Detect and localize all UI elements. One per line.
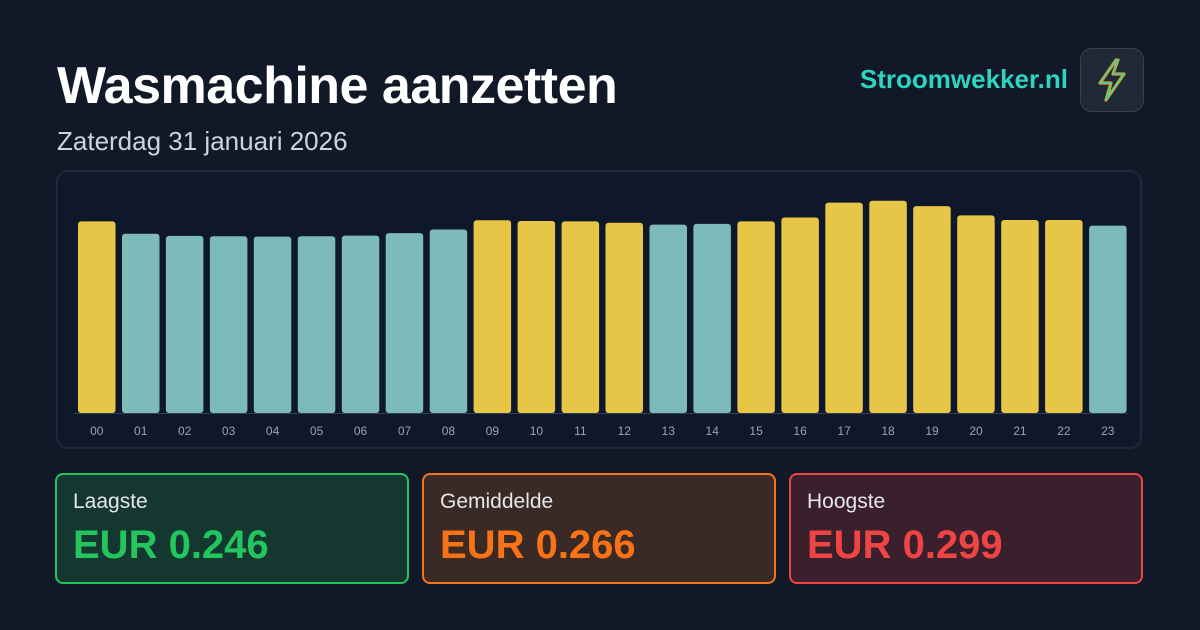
price-bar-12[interactable] [605, 222, 644, 413]
price-bar-03[interactable] [209, 236, 248, 413]
highest-price-card: Hoogste EUR 0.299 [789, 473, 1143, 584]
price-chart: 00 01 02 03 04 05 06 07 08 09 10 11 12 13 14 15 16 17 18 19… [56, 170, 1142, 449]
highest-price-value: EUR 0.299 [807, 523, 1003, 567]
price-bar-01[interactable] [122, 233, 160, 413]
price-bar-02[interactable] [165, 235, 204, 413]
price-bar-23[interactable] [1089, 225, 1127, 413]
price-bar-19[interactable] [913, 206, 951, 413]
hour-label-12: 12 [618, 424, 632, 438]
highest-price-label: Hoogste [807, 490, 886, 513]
page-title: Wasmachine aanzetten [57, 57, 618, 115]
hour-label-05: 05 [310, 424, 324, 438]
hour-label-17: 17 [837, 424, 851, 438]
price-bar-21[interactable] [1001, 220, 1039, 413]
price-bar-14[interactable] [693, 223, 731, 413]
lowest-price-label: Laagste [73, 490, 148, 513]
hour-label-20: 20 [969, 424, 983, 438]
price-bar-08[interactable] [429, 229, 468, 414]
lowest-price-value: EUR 0.246 [73, 523, 269, 567]
lightning-bolt-icon [1098, 58, 1126, 102]
hour-label-16: 16 [793, 424, 807, 438]
hour-label-08: 08 [442, 424, 456, 438]
price-bar-10[interactable] [517, 221, 556, 413]
price-bar-05[interactable] [297, 236, 336, 413]
hour-label-18: 18 [881, 424, 895, 438]
hour-label-00: 00 [90, 424, 104, 438]
hour-label-04: 04 [266, 424, 280, 438]
price-bar-07[interactable] [385, 233, 424, 413]
hour-label-10: 10 [530, 424, 544, 438]
price-bar-13[interactable] [649, 224, 688, 413]
hour-label-14: 14 [706, 424, 720, 438]
price-bar-15[interactable] [737, 221, 775, 413]
price-bar-22[interactable] [1045, 220, 1083, 413]
hour-label-06: 06 [354, 424, 368, 438]
hour-label-07: 07 [398, 424, 412, 438]
price-bar-18[interactable] [869, 200, 907, 413]
hour-label-23: 23 [1101, 424, 1115, 438]
price-bar-chart: 00 01 02 03 04 05 06 07 08 09 10 11 12 13 14 15 16 17 18 19… [74, 200, 1128, 438]
average-price-label: Gemiddelde [440, 490, 554, 513]
price-bar-16[interactable] [781, 217, 819, 414]
price-bar-20[interactable] [957, 215, 995, 413]
price-bar-00[interactable] [78, 221, 116, 413]
average-price-card: Gemiddelde EUR 0.266 [422, 473, 776, 584]
brand-name[interactable]: Stroomwekker.nl [859, 64, 1068, 94]
hour-label-21: 21 [1013, 424, 1027, 438]
hour-label-11: 11 [574, 424, 587, 438]
hour-label-01: 01 [134, 424, 148, 438]
date-subtitle: Zaterdag 31 januari 2026 [57, 126, 348, 156]
average-price-value: EUR 0.266 [440, 523, 636, 567]
brand-logo [1080, 48, 1144, 112]
hour-label-02: 02 [178, 424, 192, 438]
hour-label-15: 15 [749, 424, 763, 438]
price-bar-09[interactable] [473, 220, 512, 413]
price-bar-04[interactable] [253, 236, 292, 413]
hour-label-22: 22 [1057, 424, 1071, 438]
hour-label-13: 13 [662, 424, 676, 438]
price-bar-06[interactable] [341, 235, 380, 413]
price-bar-17[interactable] [825, 202, 863, 413]
lowest-price-card: Laagste EUR 0.246 [55, 473, 409, 584]
hour-label-03: 03 [222, 424, 236, 438]
price-bar-11[interactable] [561, 221, 600, 413]
hour-label-09: 09 [486, 424, 500, 438]
hour-label-19: 19 [925, 424, 939, 438]
